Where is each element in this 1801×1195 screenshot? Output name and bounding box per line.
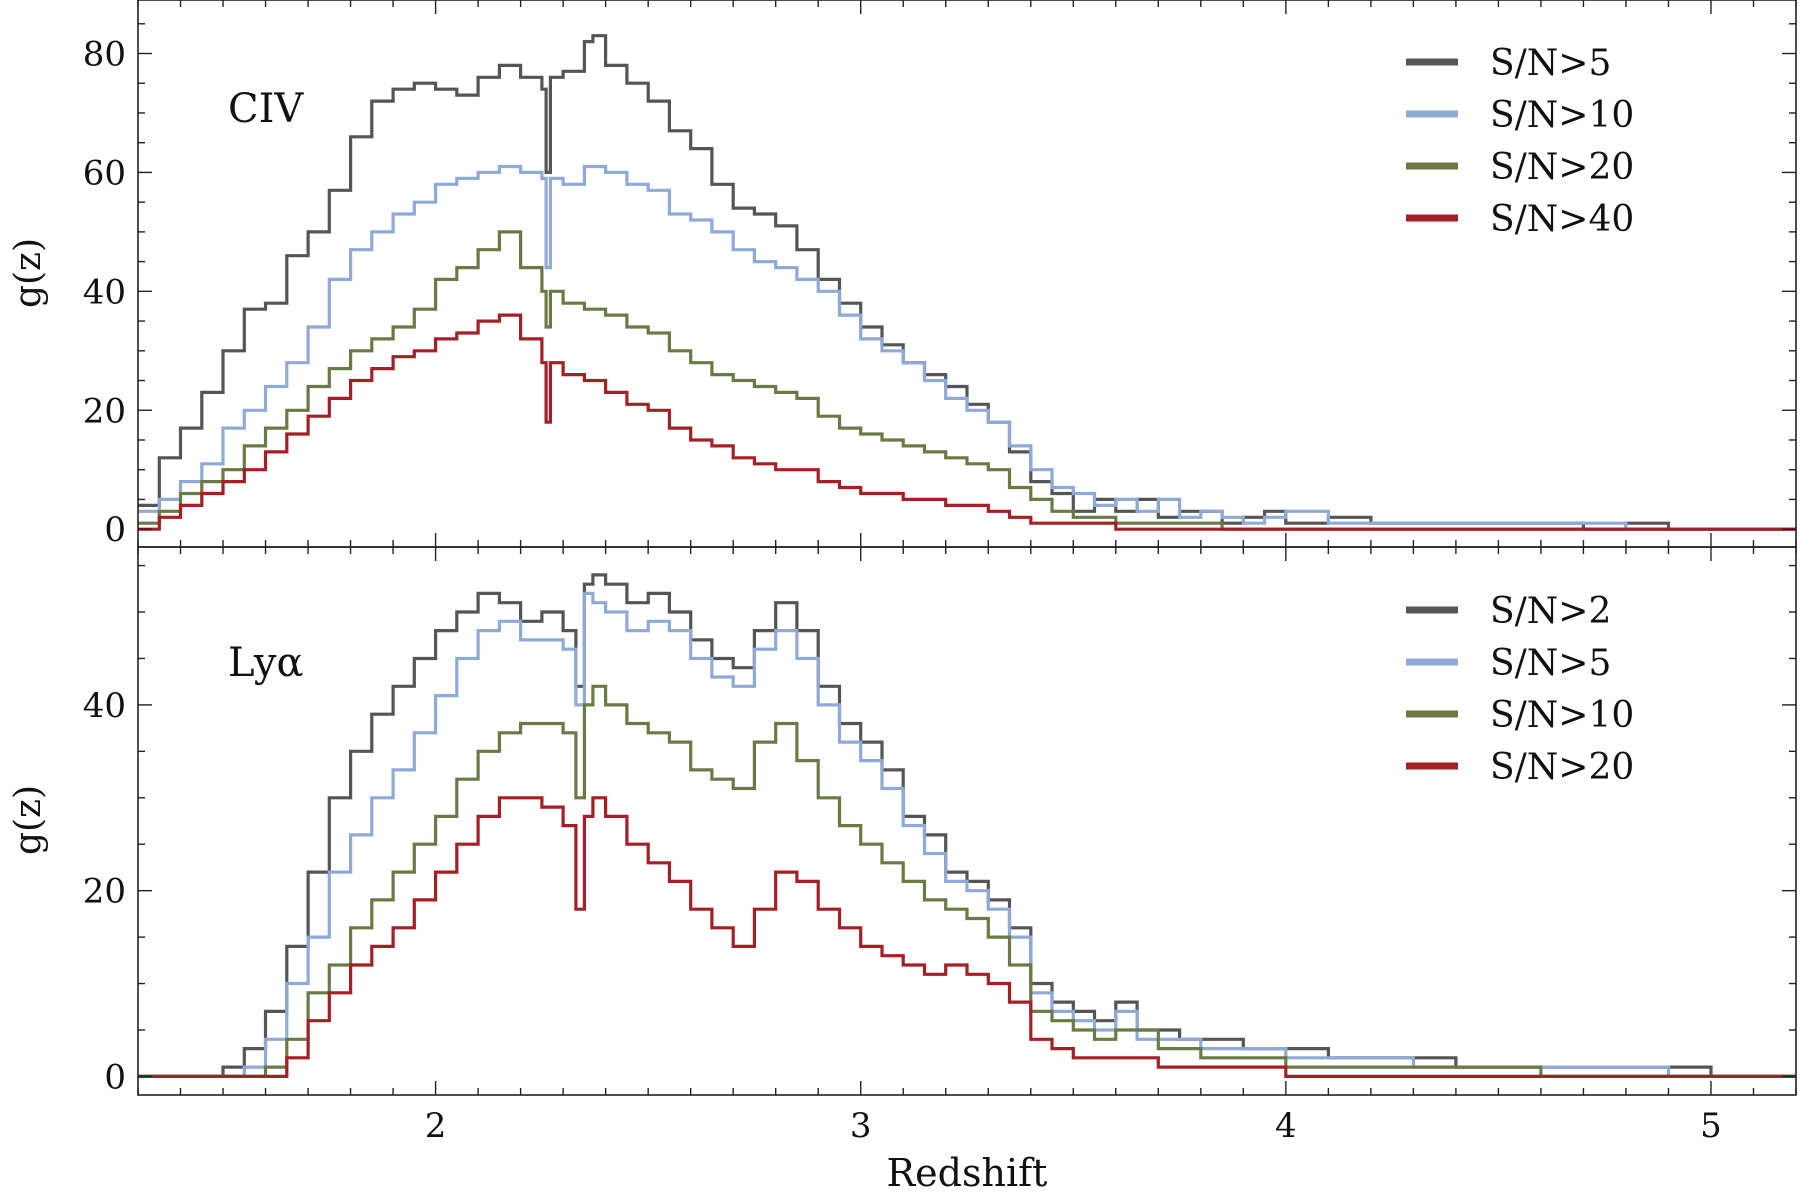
lya-legend-label: S/N>2 [1490,591,1611,632]
civ-series-layer [138,34,1796,531]
civ-panel-label: CIV [228,86,304,132]
lya-legend-label: S/N>10 [1490,695,1634,736]
civ-ytick-label: 60 [83,153,126,193]
civ-legend-label: S/N>40 [1490,199,1634,240]
civ-ytick-label: 80 [83,35,126,75]
lya-legend-label: S/N>20 [1490,747,1634,788]
civ-legend-label: S/N>20 [1490,147,1634,188]
civ-legend-label: S/N>5 [1490,43,1611,84]
civ-ytick-label: 0 [104,510,126,550]
xtick-label: 4 [1275,1106,1297,1146]
lya-series-line-s-n-20 [138,796,1796,1078]
xtick-label: 3 [850,1106,872,1146]
lya-legend-label: S/N>5 [1490,643,1611,684]
civ-ytick-label: 40 [83,272,126,312]
lya-ticks [137,547,1797,1095]
xtick-label: 5 [1700,1106,1722,1146]
civ-ticks [137,0,1797,547]
civ-legend-label: S/N>10 [1490,95,1634,136]
lya-axes-frame [137,546,1797,1096]
lya-ytick-label: 0 [104,1057,126,1097]
civ-series-line-s-n-10 [138,164,1796,531]
civ-y-axis-title: g(z) [8,238,49,308]
lya-panel-label: Lyα [228,640,303,686]
lya-y-axis-title: g(z) [8,785,49,855]
x-axis-title: Redshift [887,1151,1048,1195]
civ-ytick-labels: 0 20 40 60 80 [83,35,126,551]
civ-legend: S/N>5 S/N>10 S/N>20 S/N>40 [1406,43,1634,240]
lya-legend: S/N>2 S/N>5 S/N>10 S/N>20 [1406,591,1634,788]
x-tick-labels: 2 3 4 5 [425,1106,1722,1146]
lya-series-line-s-n-5 [138,591,1796,1078]
lya-ytick-label: 40 [83,686,126,726]
lya-series-line-s-n-10 [138,684,1796,1078]
lya-ytick-labels: 0 20 40 [83,686,126,1098]
xtick-label: 2 [425,1106,447,1146]
civ-series-line-s-n-40 [138,313,1796,531]
civ-ytick-label: 20 [83,391,126,431]
lya-series-layer [138,573,1796,1078]
civ-series-line-s-n-20 [138,230,1796,531]
lya-ytick-label: 20 [83,872,126,912]
